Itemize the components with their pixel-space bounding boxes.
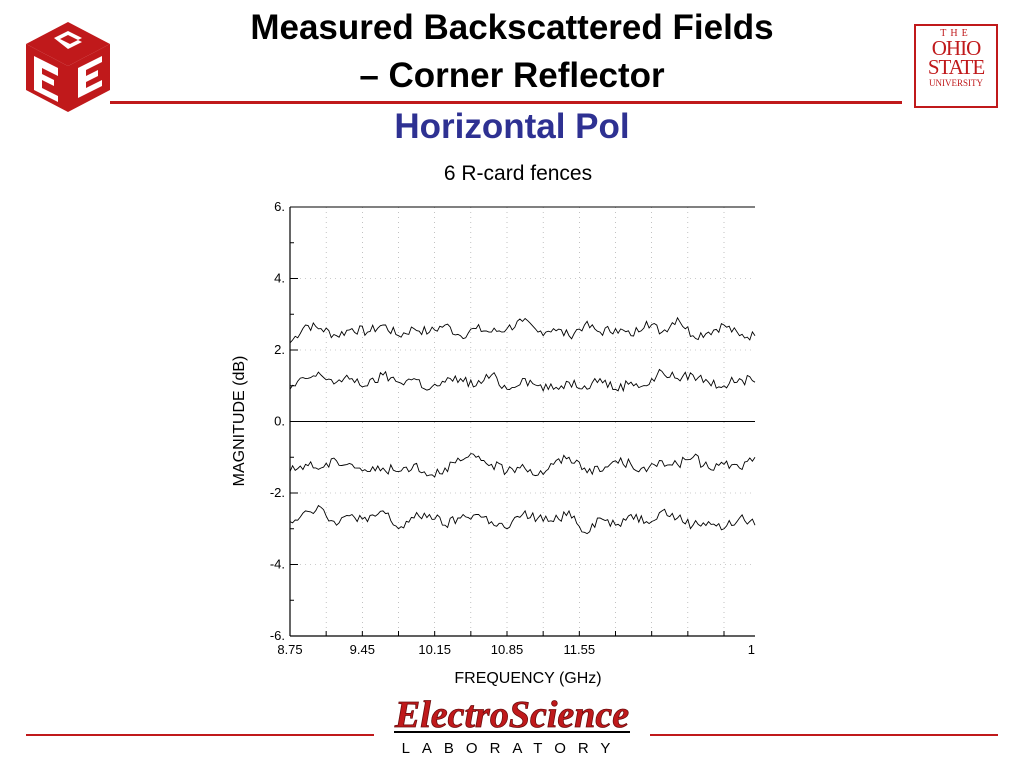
footer-divider-right xyxy=(650,734,998,736)
x-tick-label: 9.45 xyxy=(350,642,375,657)
footer-divider-left xyxy=(26,734,374,736)
series-line-1 xyxy=(289,316,756,344)
y-tick-label: -4. xyxy=(270,557,285,572)
x-tick-label: 10.15 xyxy=(418,642,451,657)
y-tick-label: 0. xyxy=(274,414,285,429)
frequency-magnitude-chart: 6. 4. 2. 0. -2. -4. -6. 8.75 9.45 10.15 10.85 11.5… xyxy=(231,199,756,687)
slide-subtitle: Horizontal Pol xyxy=(394,107,630,146)
x-axis-title: FREQUENCY (GHz) xyxy=(454,670,601,687)
x-tick-label: 11.55 xyxy=(564,642,596,657)
series-line-3 xyxy=(289,453,756,478)
y-tick-label-layer: 6. 4. 2. 0. -2. -4. -6. xyxy=(270,199,285,643)
x-tick-label: 10.85 xyxy=(491,642,524,657)
y-tick-label: -2. xyxy=(270,485,285,500)
x-tick-label-layer: 8.75 9.45 10.15 10.85 11.55 1 xyxy=(277,642,755,657)
chart-caption: 6 R-card fences xyxy=(443,162,593,185)
osu-logo-state: STATE xyxy=(927,55,985,79)
title-divider xyxy=(110,101,902,104)
osu-logo-ohio: OHIO xyxy=(931,36,982,60)
x-tick-label: 8.75 xyxy=(277,642,302,657)
y-axis-title: MAGNITUDE (dB) xyxy=(231,356,248,487)
footer-brand-bottom: LABORATORY xyxy=(402,740,623,757)
series-line-2 xyxy=(289,368,756,393)
ece-cube-logo-icon xyxy=(26,22,110,112)
footer-brand-top: ElectroScience xyxy=(394,694,629,736)
series-line-4 xyxy=(289,504,756,535)
axes-layer xyxy=(289,206,755,637)
osu-logo-university: UNIVERSITY xyxy=(929,78,983,88)
slide-title-line-2: – Corner Reflector xyxy=(359,56,665,95)
electroscience-lab-logo-icon: ElectroScience LABORATORY xyxy=(393,694,630,757)
series-layer xyxy=(289,316,756,535)
ohio-state-logo-icon: THE OHIO STATE UNIVERSITY xyxy=(914,24,998,108)
osu-logo-the: THE xyxy=(940,28,972,39)
y-tick-label: 4. xyxy=(274,271,285,286)
y-tick-label: -6. xyxy=(270,628,285,643)
y-tick-label: 6. xyxy=(274,199,285,214)
slide-title-line-1: Measured Backscattered Fields xyxy=(250,8,774,47)
x-tick-label: 1 xyxy=(748,642,755,657)
y-tick-label: 2. xyxy=(274,342,285,357)
